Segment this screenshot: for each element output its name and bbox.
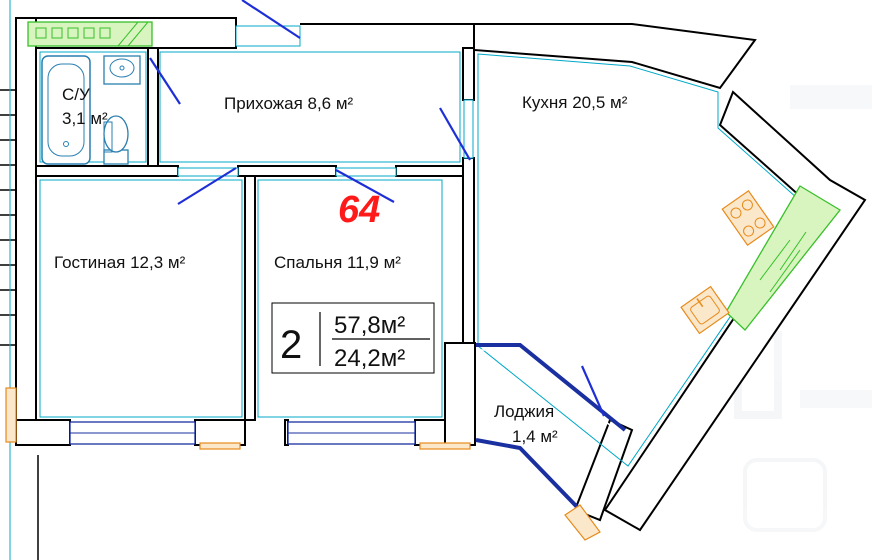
loggia-area: 1,4 м² [512, 427, 558, 446]
bathtub [41, 55, 91, 165]
apartment-number: 64 [338, 189, 380, 231]
stove-icon [721, 189, 775, 247]
room-labels: С/У 3,1 м² Прихожая 8,6 м² Кухня 20,5 м²… [54, 85, 628, 446]
staircase-fragment [0, 0, 39, 560]
sink-icon [680, 285, 730, 335]
bathroom-area: 3,1 м² [62, 109, 108, 128]
doors [149, 0, 606, 417]
bedroom-label: Спальня 11,9 м² [274, 253, 401, 272]
total-area: 57,8м² [334, 312, 405, 339]
neighbor-plan-ghost [734, 85, 872, 532]
bathroom-name: С/У [62, 85, 90, 104]
ventilation-shaft [27, 21, 841, 331]
hallway-label: Прихожая 8,6 м² [224, 94, 354, 113]
kitchen-label: Кухня 20,5 м² [522, 93, 628, 112]
outer-walls [15, 17, 867, 532]
living-area: 24,2м² [334, 345, 405, 372]
insulation-strips [5, 387, 601, 541]
bathroom-fixtures [41, 55, 141, 165]
kitchen-appliances [680, 189, 775, 335]
inner-outline [39, 51, 807, 467]
rooms-count: 2 [280, 323, 302, 367]
loggia-name: Лоджия [494, 402, 554, 421]
living-room-label: Гостиная 12,3 м² [54, 253, 186, 272]
windows [69, 25, 627, 514]
apartment-info-box: 2 57,8м² 24,2м² [271, 302, 435, 374]
